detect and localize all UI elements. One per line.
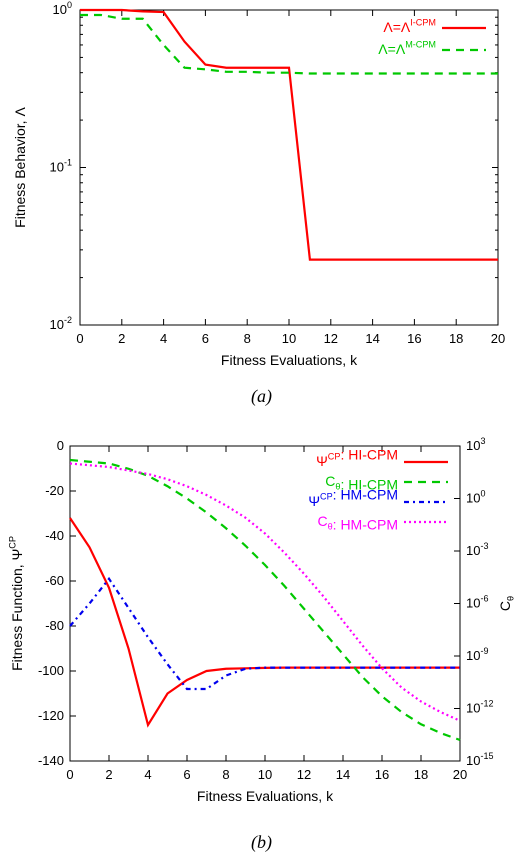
svg-text:10: 10 (282, 331, 296, 346)
subcaption-a: (a) (0, 386, 523, 407)
svg-text:Λ=ΛM-CPM: Λ=ΛM-CPM (378, 40, 436, 57)
svg-text:-140: -140 (38, 753, 64, 768)
chart-a-svg: 0 2 4 6 8 10 12 14 16 18 20 10-2 10-1 100 Fitness Eval… (0, 0, 523, 380)
svg-text:ΨCP: HM-CPM: ΨCP: HM-CPM (308, 487, 398, 509)
svg-text:14: 14 (365, 331, 379, 346)
svg-text:4: 4 (160, 331, 167, 346)
svg-text:16: 16 (407, 331, 421, 346)
svg-text:6: 6 (183, 767, 190, 782)
svg-text:2: 2 (105, 767, 112, 782)
svg-text:-120: -120 (38, 708, 64, 723)
svg-text:10: 10 (258, 767, 272, 782)
svg-text:-40: -40 (45, 528, 64, 543)
svg-text:10-2: 10-2 (50, 315, 72, 332)
svg-text:14: 14 (336, 767, 350, 782)
svg-text:Cθ: Cθ (497, 596, 516, 611)
svg-text:4: 4 (144, 767, 151, 782)
svg-text:18: 18 (449, 331, 463, 346)
subcaption-b: (b) (0, 832, 523, 853)
svg-text:10-1: 10-1 (50, 158, 72, 175)
svg-text:2: 2 (118, 331, 125, 346)
svg-text:0: 0 (57, 438, 64, 453)
svg-text:10-9: 10-9 (466, 646, 488, 663)
svg-text:10-15: 10-15 (466, 751, 493, 768)
svg-text:0: 0 (76, 331, 83, 346)
svg-text:-80: -80 (45, 618, 64, 633)
svg-text:10-6: 10-6 (466, 594, 488, 611)
chart-b-svg: 0 2 4 6 8 10 12 14 16 18 20 -140 -120 -100 -80 -60 -40 -2… (0, 436, 523, 826)
svg-text:-20: -20 (45, 483, 64, 498)
panel-a: 0 2 4 6 8 10 12 14 16 18 20 10-2 10-1 100 Fitness Eval… (0, 0, 523, 410)
svg-text:10-12: 10-12 (466, 699, 493, 716)
svg-text:ΨCP: HI-CPM: ΨCP: HI-CPM (316, 447, 398, 469)
svg-text:Fitness Evaluations, k: Fitness Evaluations, k (221, 352, 358, 368)
figure-container: 0246810121416182010-210-1100Fitness Eval… (0, 0, 523, 859)
panel-b: 0 2 4 6 8 10 12 14 16 18 20 -140 -120 -100 -80 -60 -40 -2… (0, 436, 523, 856)
svg-text:6: 6 (202, 331, 209, 346)
svg-text:100: 100 (466, 489, 485, 506)
svg-text:18: 18 (414, 767, 428, 782)
svg-text:100: 100 (53, 0, 72, 17)
svg-text:12: 12 (297, 767, 311, 782)
svg-text:8: 8 (222, 767, 229, 782)
svg-text:Λ=ΛI-CPM: Λ=ΛI-CPM (383, 18, 436, 35)
svg-text:10-3: 10-3 (466, 541, 488, 558)
svg-text:-100: -100 (38, 663, 64, 678)
svg-text:-60: -60 (45, 573, 64, 588)
svg-text:Cθ: HM-CPM: Cθ: HM-CPM (317, 513, 398, 533)
svg-text:8: 8 (244, 331, 251, 346)
svg-text:0: 0 (66, 767, 73, 782)
svg-text:Fitness Behavior, Λ: Fitness Behavior, Λ (12, 107, 28, 228)
svg-text:20: 20 (491, 331, 505, 346)
svg-text:20: 20 (453, 767, 467, 782)
svg-text:Fitness Evaluations, k: Fitness Evaluations, k (197, 788, 334, 804)
svg-text:16: 16 (375, 767, 389, 782)
svg-text:Fitness Function, ΨCP: Fitness Function, ΨCP (8, 536, 25, 671)
svg-text:12: 12 (324, 331, 338, 346)
svg-text:103: 103 (466, 436, 485, 453)
